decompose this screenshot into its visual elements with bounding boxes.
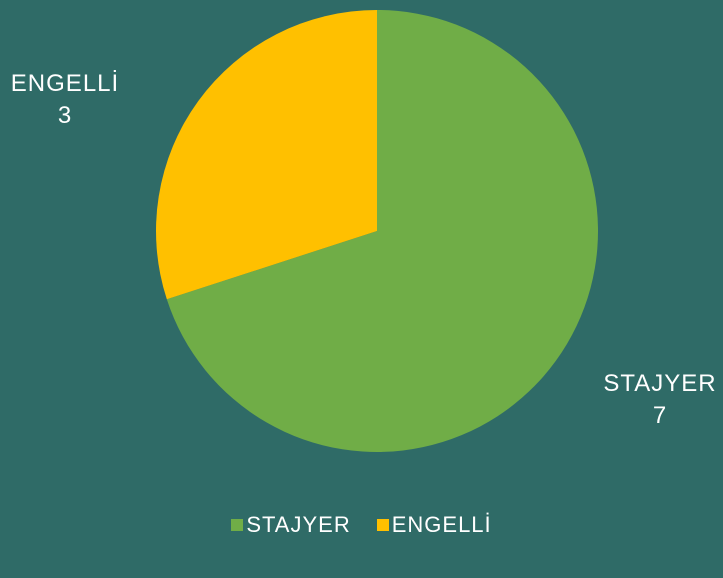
legend-label-stajyer: STAJYER — [246, 512, 351, 537]
legend-swatch-engelli — [376, 519, 389, 531]
pie-slice-stajyer — [166, 10, 599, 453]
legend-label-engelli: ENGELLİ — [391, 512, 492, 537]
data-label-stajyer: STAJYER 7 — [595, 368, 723, 432]
data-label-stajyer-name: STAJYER — [603, 370, 717, 397]
legend-item-engelli: ENGELLİ — [376, 512, 492, 538]
data-label-stajyer-value: 7 — [652, 402, 668, 429]
data-label-engelli-name: ENGELLİ — [10, 70, 120, 97]
data-label-engelli: ENGELLİ 3 — [0, 68, 130, 132]
legend-swatch-stajyer — [231, 519, 244, 531]
data-label-engelli-value: 3 — [57, 102, 73, 129]
pie-slice-engelli — [156, 10, 377, 300]
legend-item-stajyer: STAJYER — [231, 512, 350, 538]
chart-legend: STAJYER ENGELLİ — [0, 512, 723, 538]
